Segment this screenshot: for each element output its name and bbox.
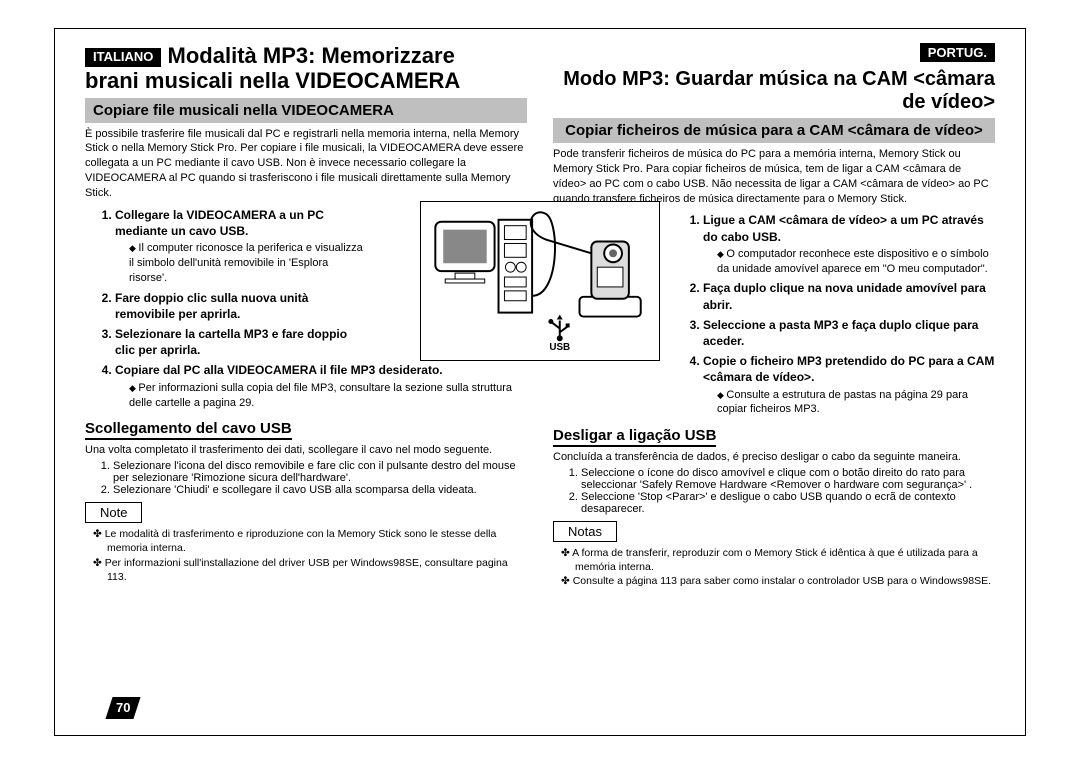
left-disconnect-intro: Una volta completato il trasferimento de… [85, 443, 527, 458]
usb-label: USB [549, 342, 570, 353]
right-note-2: Consulte a página 113 para saber como in… [575, 574, 995, 588]
right-section-2-heading: Desligar a ligação USB [553, 427, 716, 447]
connection-diagram: USB [420, 201, 660, 361]
portuguese-badge: PORTUG. [920, 43, 995, 62]
italian-column: ITALIANO Modalità MP3: Memorizzare brani… [85, 43, 527, 725]
right-step-1-sub: O computador reconhece este dispositivo … [717, 247, 995, 277]
left-title-line2: brani musicali nella VIDEOCAMERA [85, 68, 460, 93]
left-section-2-heading: Scollegamento del cavo USB [85, 420, 292, 440]
right-note-1: A forma de transferir, reproduzir com o … [575, 546, 995, 574]
right-step-4-sub: Consulte a estrutura de pastas na página… [717, 388, 995, 418]
left-intro: È possibile trasferire file musicali dal… [85, 127, 527, 201]
right-step-1: Ligue a CAM <câmara de vídeo> a um PC at… [703, 212, 995, 276]
right-notes-label: Notas [553, 521, 617, 542]
italian-badge: ITALIANO [85, 48, 161, 67]
right-disconnect-steps: Seleccione o ícone do disco amovível e c… [553, 467, 995, 515]
right-title: Modo MP3: Guardar música na CAM <câmara … [553, 68, 995, 114]
left-disc-2: Selezionare 'Chiudi' e scollegare il cav… [113, 484, 527, 496]
left-title-line1: Modalità MP3: Memorizzare [168, 43, 455, 68]
left-step-3: Selezionare la cartella MP3 e fare doppi… [115, 326, 365, 358]
page-number-badge: 70 [105, 697, 140, 719]
portuguese-column: PORTUG. Modo MP3: Guardar música na CAM … [553, 43, 995, 725]
right-disc-2: Seleccione 'Stop <Parar>' e desligue o c… [581, 491, 995, 515]
left-step-1-sub: Il computer riconosce la periferica e vi… [129, 241, 365, 286]
right-section-1-heading: Copiar ficheiros de música para a CAM <c… [553, 118, 995, 143]
right-disconnect-intro: Concluída a transferência de dados, é pr… [553, 450, 995, 465]
right-disc-1: Seleccione o ícone do disco amovível e c… [581, 467, 995, 491]
left-note-1: Le modalità di trasferimento e riproduzi… [107, 527, 527, 555]
left-notes-label: Note [85, 502, 142, 523]
left-step-1: Collegare la VIDEOCAMERA a un PC mediant… [115, 207, 365, 286]
left-notes: Le modalità di trasferimento e riproduzi… [85, 527, 527, 584]
right-notes: A forma de transferir, reproduzir com o … [553, 546, 995, 589]
right-step-2: Faça duplo clique na nova unidade amovív… [703, 280, 995, 312]
left-disc-1: Selezionare l'icona del disco removibile… [113, 460, 527, 484]
page-frame: USB ITALIANO Modalità MP3: Memorizzare b… [54, 28, 1026, 736]
left-step-2: Fare doppio clic sulla nuova unità remov… [115, 290, 365, 322]
right-intro: Pode transferir ficheiros de música do P… [553, 147, 995, 206]
left-title: ITALIANO Modalità MP3: Memorizzare brani… [85, 43, 527, 94]
left-step-4: Copiare dal PC alla VIDEOCAMERA il file … [115, 362, 527, 410]
left-step-4-sub: Per informazioni sulla copia del file MP… [129, 381, 527, 411]
left-section-1-heading: Copiare file musicali nella VIDEOCAMERA [85, 98, 527, 123]
left-note-2: Per informazioni sull'installazione del … [107, 556, 527, 584]
left-disconnect-steps: Selezionare l'icona del disco removibile… [85, 460, 527, 496]
right-step-4: Copie o ficheiro MP3 pretendido do PC pa… [703, 353, 995, 417]
right-step-3: Seleccione a pasta MP3 e faça duplo cliq… [703, 317, 995, 349]
